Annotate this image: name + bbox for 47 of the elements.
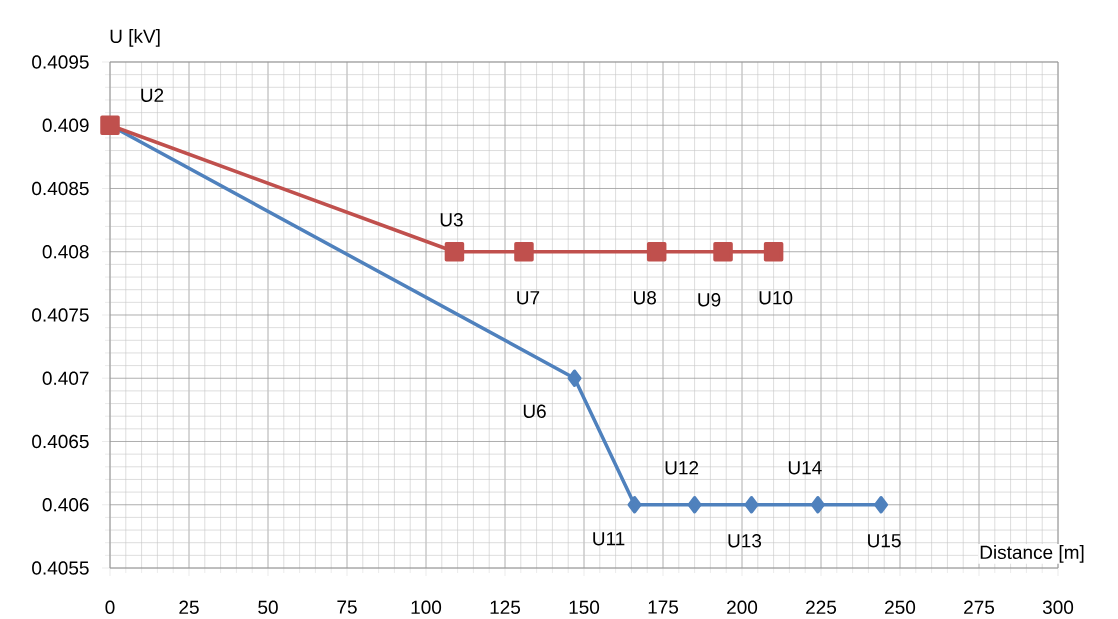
annotation: U13 [728,534,762,548]
y-tick-label: 0.4055 [32,561,89,575]
x-tick-label: 250 [885,600,916,614]
y-tick-label: 0.4075 [32,308,89,322]
x-tick-label: 125 [490,600,521,614]
y-tick-label: 0.4065 [32,434,89,449]
point [514,242,534,262]
annotation: U15 [868,534,901,548]
x-tick-label: 75 [337,600,357,614]
x-tick-label: 225 [806,600,837,614]
annotation: U12 [665,461,699,475]
annotation: U11 [593,532,625,546]
y-axis-title: U [kV] [110,29,160,47]
point [444,242,465,262]
annotation: U10 [759,291,793,305]
point [646,242,667,262]
annotation: U7 [517,291,540,305]
x-tick-label: 300 [1042,600,1074,614]
x-tick-label: 175 [648,600,679,614]
annotation: U2 [141,88,164,102]
point [744,496,759,514]
y-tick-label: 0.4095 [32,55,89,69]
x-tick-label: 100 [411,600,442,614]
x-tick-label: 25 [179,600,199,614]
y-tick-label: 0.408 [42,245,89,259]
x-axis-title: Distance [m] [980,545,1084,563]
x-tick-label: 0 [105,600,115,614]
y-tick-label: 0.406 [42,498,89,512]
x-tick-label: 200 [727,600,758,614]
annotation: U3 [440,213,463,227]
y-tick-label: 0.4085 [32,181,89,196]
point [687,496,702,514]
annotation: U9 [698,293,721,307]
annotation: U8 [634,291,656,305]
point [763,242,784,262]
y-tick-label: 0.407 [42,371,89,385]
y-tick-label: 0.409 [42,118,89,132]
annotation: U6 [523,404,546,418]
point [567,369,582,387]
x-tick-label: 150 [569,600,600,614]
point [874,496,889,514]
point [627,496,642,514]
x-tick-label: 275 [964,600,995,614]
x-tick-label: 50 [258,600,278,614]
point [810,496,825,514]
point [713,242,733,262]
annotation: U14 [788,461,822,475]
